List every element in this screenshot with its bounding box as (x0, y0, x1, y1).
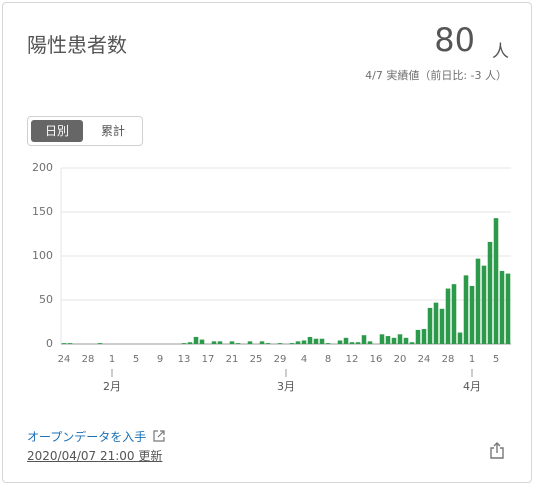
bar (277, 343, 283, 344)
y-tick-label: 50 (39, 293, 53, 306)
x-tick-label: 1 (109, 354, 115, 365)
bar (445, 288, 451, 344)
x-tick-label: 24 (418, 354, 431, 365)
month-label: 2月 (103, 380, 121, 393)
bar (433, 302, 439, 344)
bar (181, 343, 187, 344)
y-tick-label: 200 (32, 161, 53, 174)
bar (391, 337, 397, 344)
unit: 人 (492, 42, 509, 62)
bar (415, 329, 421, 344)
bar (319, 338, 325, 344)
bar (355, 342, 361, 344)
bar (235, 343, 241, 344)
x-tick-label: 5 (493, 354, 499, 365)
bar (301, 340, 307, 344)
bar (481, 265, 487, 344)
x-tick-label: 8 (325, 354, 331, 365)
tab-cumulative[interactable]: 累計 (100, 124, 125, 138)
x-tick-label: 24 (58, 354, 71, 365)
card: 陽性患者数 80 人 4/7 実績値（前日比: -3 人） 日別 累計 0 50 1… (2, 2, 532, 483)
y-tick-label: 0 (46, 337, 53, 350)
x-tick-label: 28 (442, 354, 455, 365)
x-tick-label: 13 (178, 354, 191, 365)
title: 陽性患者数 (27, 33, 127, 57)
bar (211, 341, 217, 344)
bar (493, 218, 499, 344)
bar (247, 341, 253, 344)
bar (475, 258, 481, 344)
bar (217, 341, 223, 344)
bar (187, 342, 193, 344)
month-label: 3月 (277, 380, 295, 393)
subtitle: 4/7 実績値（前日比: -3 人） (365, 69, 507, 82)
bar (61, 343, 67, 344)
x-tick-label: 29 (274, 354, 287, 365)
bar (67, 343, 73, 344)
bar (361, 335, 367, 344)
bar (451, 284, 457, 344)
bar (343, 337, 349, 344)
bar (229, 341, 235, 344)
bar (499, 270, 505, 344)
bar (409, 342, 415, 344)
bar (427, 307, 433, 344)
bar (349, 342, 355, 344)
x-tick-label: 17 (202, 354, 215, 365)
tab-daily[interactable]: 日別 (31, 120, 83, 142)
bar (487, 241, 493, 344)
open-data-link[interactable]: オープンデータを入手 (27, 428, 165, 445)
bar (421, 329, 427, 344)
x-tick-label: 5 (133, 354, 139, 365)
updated: 2020/04/07 21:00 更新 (27, 449, 163, 463)
value: 80 (434, 21, 475, 59)
bar (259, 341, 265, 344)
bar (463, 275, 469, 344)
x-tick-label: 28 (82, 354, 95, 365)
x-tick-label: 4 (301, 354, 307, 365)
x-tick-label: 9 (157, 354, 163, 365)
bar (307, 336, 313, 344)
bar (199, 339, 205, 344)
bar (457, 332, 463, 344)
x-tick-label: 20 (394, 354, 407, 365)
bar (289, 343, 295, 344)
bar (385, 336, 391, 344)
external-icon (153, 430, 165, 442)
bar (313, 338, 319, 344)
y-tick-label: 150 (32, 205, 53, 218)
bar (97, 343, 103, 344)
bar (469, 285, 475, 344)
bar (439, 308, 445, 344)
bar (397, 334, 403, 344)
link-text[interactable]: オープンデータを入手 (27, 430, 147, 444)
x-tick-label: 16 (370, 354, 383, 365)
bar (265, 343, 271, 344)
bar (193, 336, 199, 344)
bar (379, 334, 385, 344)
bar (337, 340, 343, 344)
bar (295, 341, 301, 344)
x-tick-label: 25 (250, 354, 263, 365)
bar (505, 273, 511, 344)
x-tick-label: 1 (469, 354, 475, 365)
bar (367, 341, 373, 344)
tab-group: 日別 累計 (27, 116, 143, 146)
month-label: 4月 (463, 380, 481, 393)
share-icon[interactable] (489, 442, 505, 460)
bar (403, 337, 409, 344)
bar (325, 343, 331, 344)
x-tick-label: 21 (226, 354, 239, 365)
x-tick-label: 12 (346, 354, 359, 365)
chart: 0 50 100 150 200 24 28 1 2月 5 9 13 17 21 25 29 3月 4 8 12 16 2… (32, 161, 511, 393)
y-tick-label: 100 (32, 249, 53, 262)
